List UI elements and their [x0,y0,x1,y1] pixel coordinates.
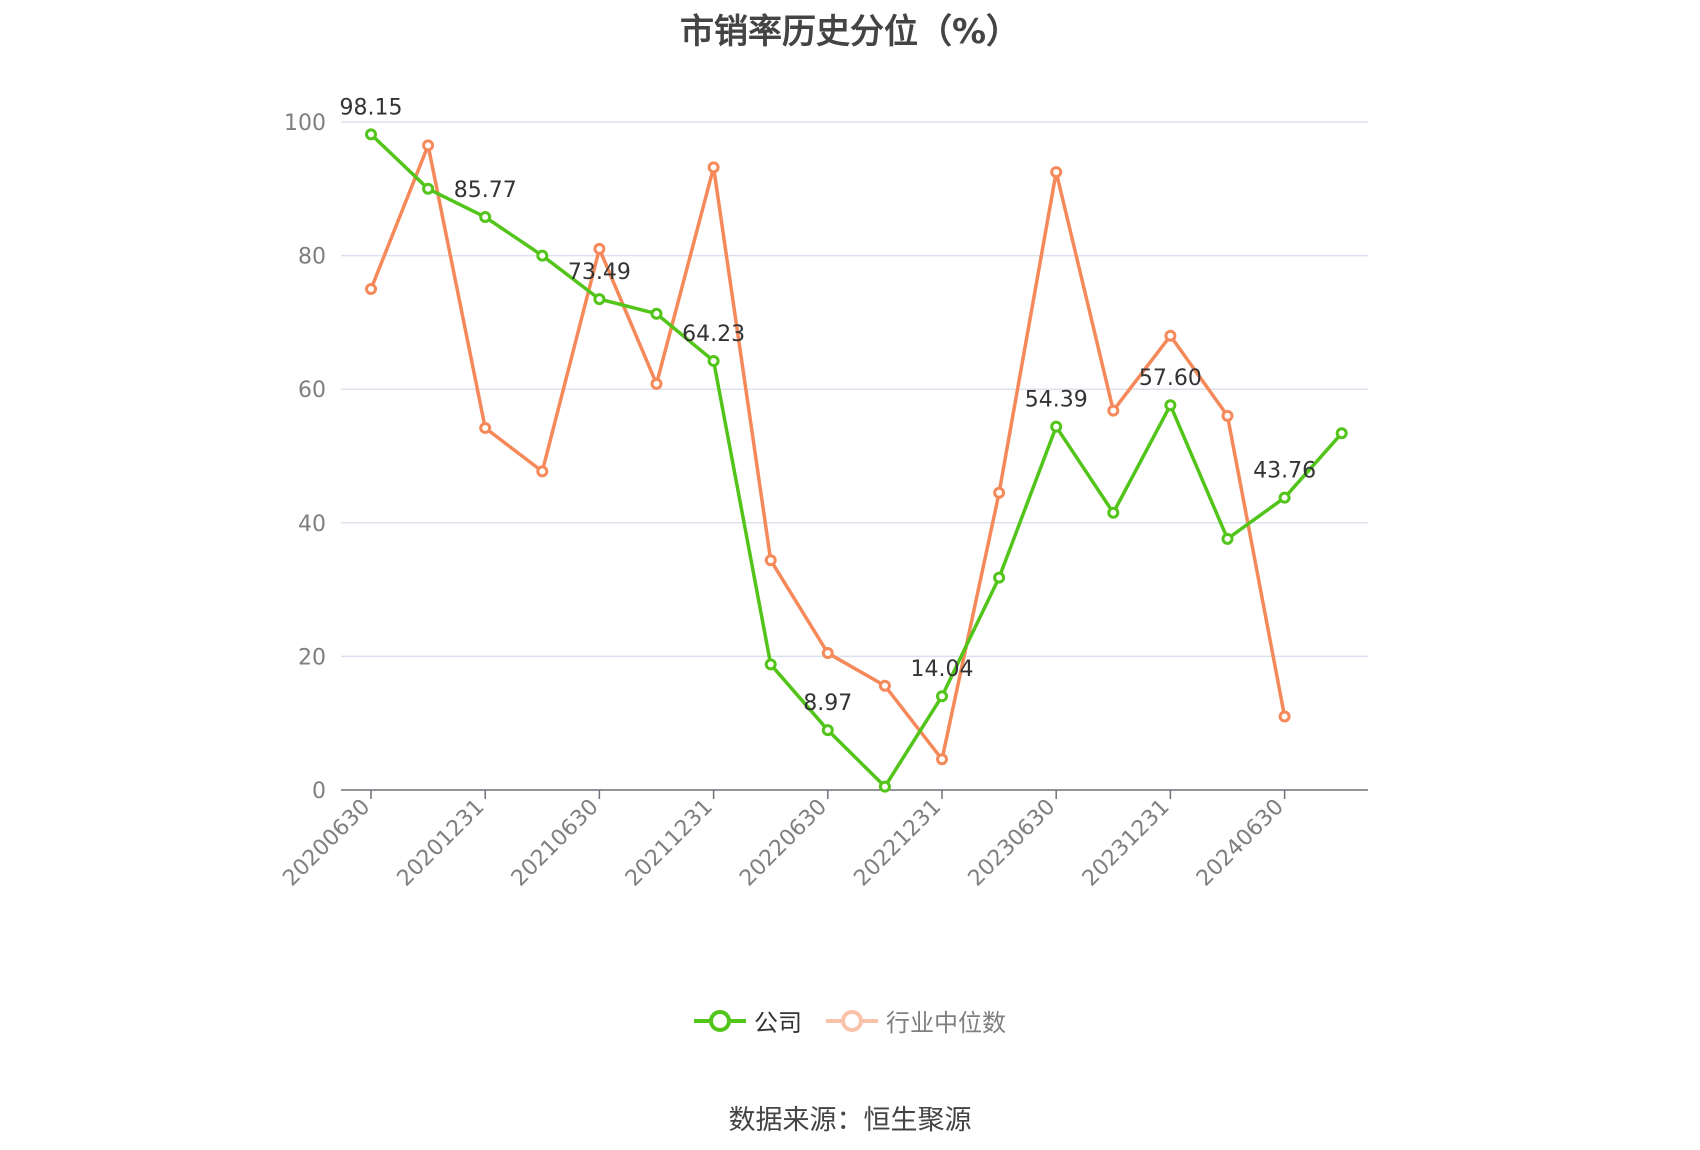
y-tick-label: 0 [312,779,326,804]
data-point-company [821,724,834,737]
data-point-company [365,128,377,141]
data-point-industry [936,753,948,766]
data-point-company [764,658,777,671]
axes: 0 20 40 60 80 100 20200630 20201231 20210630 2021… [278,111,1368,891]
data-label: 64.23 [682,322,745,347]
y-tick-label: 80 [298,245,326,270]
data-point-industry [1221,409,1234,422]
x-tick-label: 20221231 [849,795,946,892]
legend-item-industry[interactable]: 行业中位数 [826,1003,1006,1038]
data-point-company [993,571,1006,584]
data-point-company [1107,506,1120,519]
data-label: 57.60 [1139,366,1202,391]
series-line-industry [369,143,1287,762]
data-point-company [593,293,606,306]
data-point-industry [593,242,606,255]
data-point-company [878,780,891,793]
grid-lines [341,121,1368,658]
data-point-industry [707,161,720,174]
data-label: 8.97 [803,691,852,716]
y-tick-label: 100 [284,111,326,136]
y-tick-label: 20 [298,645,326,670]
x-tick-label: 20201231 [393,795,490,892]
x-tick-label: 20230630 [964,795,1061,892]
data-label: 85.77 [454,178,517,203]
data-point-industry [878,679,891,692]
data-point-company [1164,399,1177,412]
data-point-industry [821,647,834,660]
data-point-industry [365,283,377,295]
y-tick-label: 60 [298,378,326,403]
series [365,128,1348,793]
data-point-industry [1278,710,1291,723]
data-point-industry [422,139,435,152]
data-labels: 98.15 85.77 73.49 64.23 8.97 14.04 54.39 57.60 4… [340,95,1317,716]
data-point-company [707,354,720,367]
circle-line-icon [826,1009,878,1032]
data-point-company [1335,427,1348,440]
data-point-company [422,182,435,195]
data-point-industry [1164,329,1177,342]
circle-line-icon [694,1009,746,1032]
chart-title: 市销率历史分位（%） [679,12,1021,52]
legend-label-industry: 行业中位数 [886,1009,1006,1037]
y-tick-label: 40 [298,512,326,537]
data-point-industry [764,554,777,567]
x-tick-label: 20220630 [735,795,832,892]
data-label: 73.49 [568,260,631,285]
data-point-company [479,211,492,224]
data-point-company [1221,532,1234,545]
data-label: 98.15 [340,95,403,120]
data-point-company [936,690,948,703]
data-point-industry [536,465,549,478]
data-label: 54.39 [1025,388,1088,413]
data-point-company [536,249,549,262]
data-point-company [650,307,663,320]
legend: 公司 行业中位数 [0,1003,1700,1038]
series-line-company [369,133,1344,789]
legend-item-company[interactable]: 公司 [694,1003,802,1038]
x-tick-label: 20211231 [621,795,718,892]
data-point-industry [1107,404,1120,417]
x-tick-label: 20200630 [278,795,375,892]
data-point-company [1050,420,1063,433]
legend-label-company: 公司 [754,1009,802,1037]
x-tick-label: 20231231 [1078,795,1175,892]
data-label: 43.76 [1253,459,1316,484]
x-tick-label: 20240630 [1192,795,1289,892]
x-tick-label: 20210630 [507,795,604,892]
data-point-industry [479,421,492,434]
data-point-industry [1050,166,1063,179]
source-note: 数据来源：恒生聚源 [728,1105,972,1136]
data-point-industry [650,377,663,390]
data-point-company [1278,491,1291,504]
data-label: 14.04 [911,657,974,682]
data-point-industry [993,486,1006,499]
